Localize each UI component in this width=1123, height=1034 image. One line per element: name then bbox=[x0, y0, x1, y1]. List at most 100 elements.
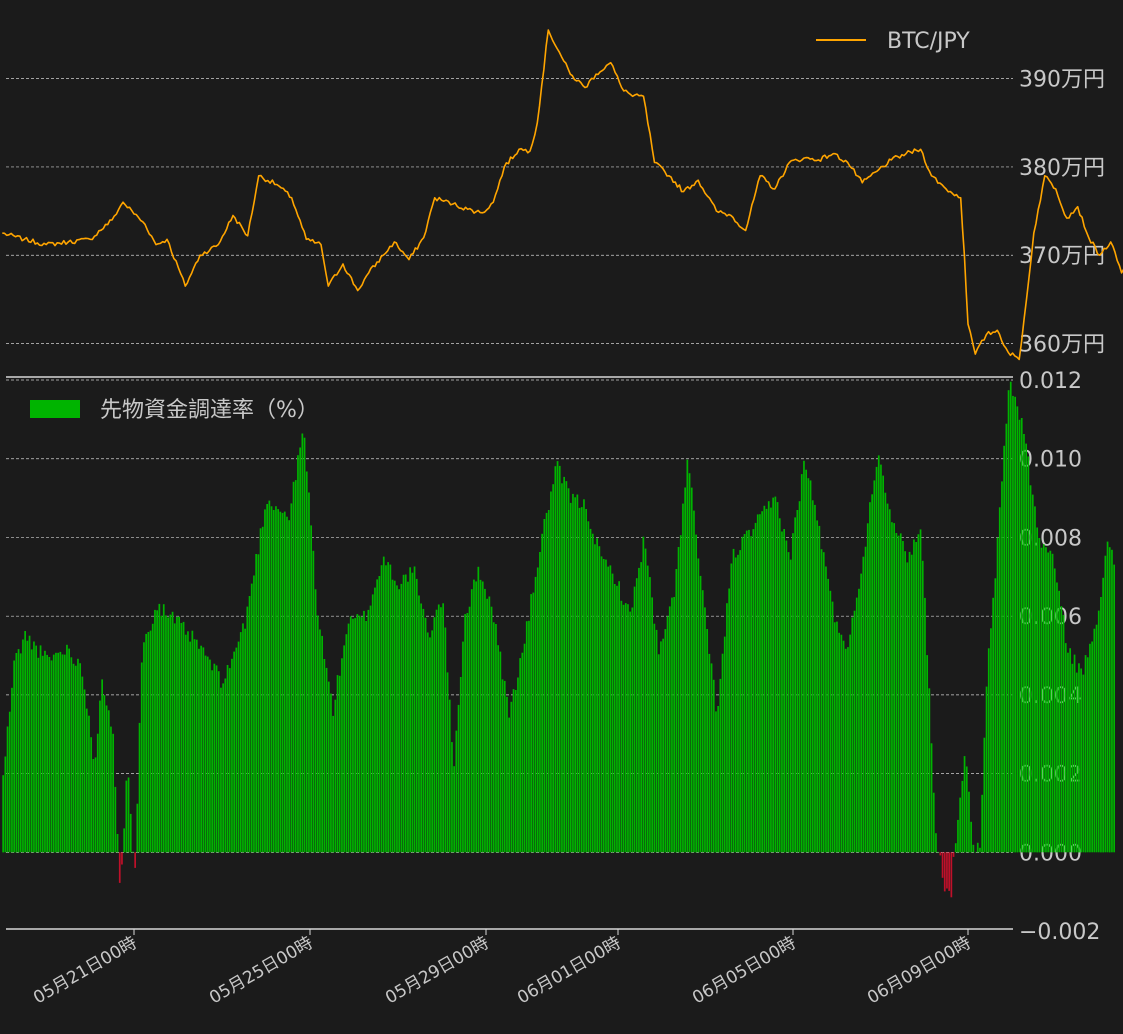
funding-bar bbox=[935, 833, 937, 853]
funding-bar bbox=[41, 655, 44, 853]
funding-bar bbox=[149, 630, 152, 853]
funding-bar-negative bbox=[950, 852, 953, 898]
funding-bar bbox=[937, 851, 939, 853]
funding-bar bbox=[330, 693, 332, 853]
funding-bar bbox=[268, 500, 271, 853]
funding-bar bbox=[613, 584, 616, 853]
funding-bar bbox=[101, 679, 103, 853]
funding-bar bbox=[217, 671, 220, 853]
funding-bar bbox=[554, 466, 557, 853]
funding-bar bbox=[869, 502, 871, 853]
funding-legend: 先物資金調達率（%） bbox=[30, 398, 319, 423]
funding-bar bbox=[486, 598, 488, 853]
funding-bar bbox=[631, 607, 634, 853]
funding-bar bbox=[437, 604, 440, 853]
funding-bar bbox=[1034, 506, 1036, 853]
funding-bar bbox=[695, 534, 697, 853]
funding-bar bbox=[818, 525, 821, 853]
funding-bar bbox=[693, 510, 695, 853]
funding-bar bbox=[398, 589, 400, 853]
funding-bar bbox=[200, 645, 202, 853]
funding-bar bbox=[981, 794, 983, 853]
funding-bar bbox=[444, 627, 447, 853]
funding-bar bbox=[875, 466, 878, 853]
funding-bar bbox=[847, 647, 849, 853]
funding-bar bbox=[556, 461, 559, 853]
funding-bar bbox=[541, 533, 543, 853]
funding-bar bbox=[286, 516, 288, 853]
funding-bar bbox=[52, 654, 55, 853]
funding-bar bbox=[721, 653, 724, 853]
funding-bar bbox=[517, 677, 519, 853]
funding-bar bbox=[860, 573, 862, 853]
funding-bar bbox=[433, 617, 436, 853]
funding-bar bbox=[583, 499, 585, 853]
funding-bar bbox=[345, 634, 348, 853]
funding-bar bbox=[1016, 406, 1019, 853]
funding-bar bbox=[484, 588, 486, 853]
funding-bar bbox=[629, 611, 631, 853]
funding-bar bbox=[294, 480, 297, 853]
funding-bar bbox=[1064, 643, 1067, 853]
funding-bar bbox=[737, 554, 739, 853]
funding-bar bbox=[371, 594, 374, 853]
funding-bar bbox=[376, 579, 378, 853]
funding-bar bbox=[536, 567, 539, 853]
funding-bar bbox=[272, 510, 275, 853]
funding-bar bbox=[913, 539, 915, 853]
funding-bar bbox=[688, 473, 691, 853]
funding-bar bbox=[415, 578, 418, 853]
funding-bar bbox=[842, 640, 845, 853]
funding-bar bbox=[209, 659, 211, 853]
funding-bar bbox=[569, 502, 572, 853]
funding-bar bbox=[1045, 547, 1047, 853]
funding-bar bbox=[525, 621, 528, 853]
price-y-tick-label: 360万円 bbox=[1019, 333, 1105, 358]
funding-bar bbox=[954, 843, 957, 853]
funding-bar bbox=[866, 523, 869, 853]
funding-bar bbox=[1049, 550, 1052, 853]
funding-bar bbox=[756, 514, 759, 853]
funding-bar bbox=[792, 533, 794, 853]
funding-bar bbox=[618, 581, 620, 853]
funding-bar bbox=[393, 580, 396, 853]
funding-bar bbox=[191, 630, 194, 853]
funding-bar bbox=[299, 447, 301, 853]
funding-bar bbox=[266, 504, 268, 853]
funding-bar bbox=[1047, 552, 1049, 853]
funding-bar bbox=[198, 648, 200, 853]
funding-bar bbox=[523, 643, 526, 853]
funding-bar bbox=[671, 597, 673, 853]
funding-bar bbox=[741, 536, 744, 853]
funding-bar bbox=[772, 497, 774, 853]
funding-bar bbox=[37, 657, 40, 853]
funding-bar bbox=[129, 813, 132, 853]
funding-bar bbox=[660, 641, 662, 853]
funding-bar bbox=[972, 844, 975, 853]
funding-bar bbox=[63, 654, 66, 853]
funding-bar bbox=[74, 665, 77, 853]
funding-bar bbox=[270, 506, 273, 853]
funding-bar bbox=[572, 493, 574, 853]
price-y-axis-ticks: 360万円 370万円 380万円 390万円 bbox=[1019, 68, 1105, 358]
funding-bar bbox=[455, 730, 458, 853]
funding-bar bbox=[147, 632, 150, 853]
funding-bar bbox=[770, 507, 772, 853]
funding-bar bbox=[336, 675, 339, 853]
funding-bar bbox=[851, 617, 854, 853]
funding-bar bbox=[127, 777, 130, 853]
funding-bar bbox=[514, 690, 517, 853]
funding-bar bbox=[431, 630, 433, 853]
funding-bar bbox=[195, 639, 198, 853]
funding-bar bbox=[910, 554, 913, 853]
funding-legend-label: 先物資金調達率（%） bbox=[100, 398, 319, 423]
price-legend-label: BTC/JPY bbox=[887, 29, 970, 54]
funding-bar bbox=[976, 842, 979, 853]
funding-bar bbox=[4, 756, 7, 853]
funding-bar bbox=[783, 529, 785, 853]
funding-bar bbox=[827, 578, 829, 853]
funding-bar bbox=[495, 624, 497, 853]
funding-bar bbox=[215, 665, 218, 853]
funding-bar bbox=[28, 635, 31, 853]
funding-bar bbox=[609, 565, 612, 853]
